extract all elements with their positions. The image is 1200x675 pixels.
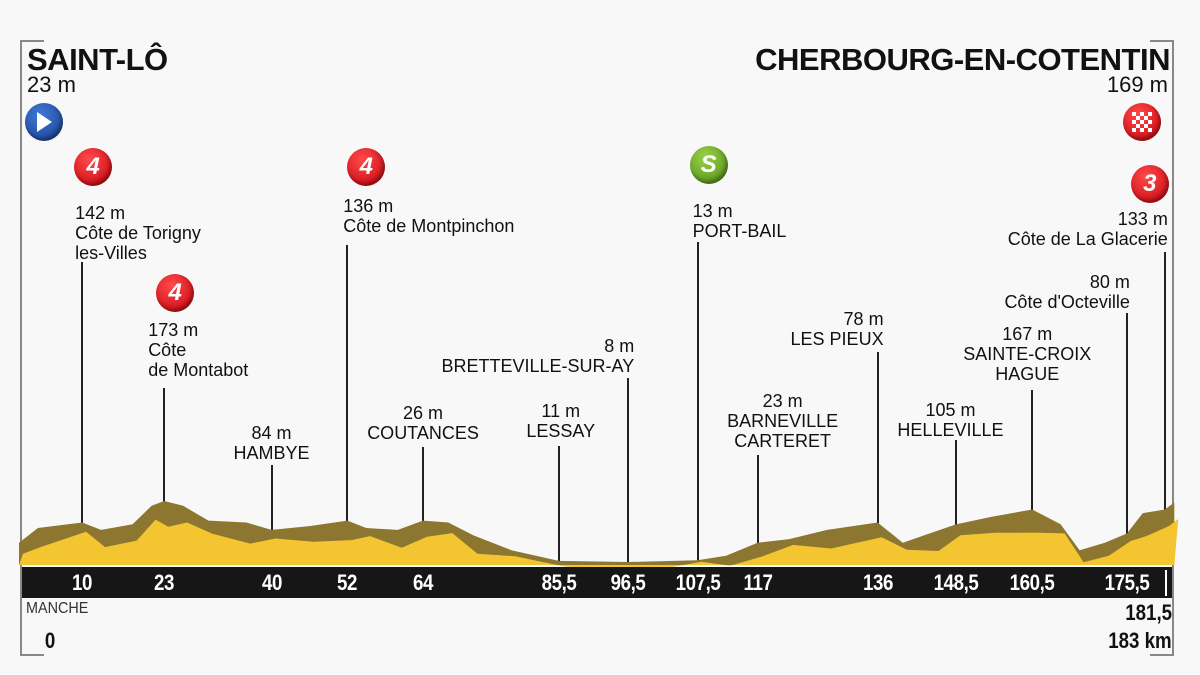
waypoint-name: HAMBYE [233,443,310,463]
waypoint-label: 8 m BRETTEVILLE-SUR-AY [442,336,635,376]
km-tick-label: 175,5 [1104,570,1150,595]
waypoint-label: 133 m Côte de La Glacerie [1008,209,1168,249]
waypoint-altitude: 11 m [541,401,581,421]
waypoint-line [696,242,699,565]
waypoint-label: 142 m Côte de Torigny les-Villes [75,203,201,263]
end-km-marker: 181,5 [1125,600,1172,625]
waypoint-line [876,352,879,565]
climb-category-badge-icon: 4 [156,274,195,312]
km-tick-label: 96,5 [610,570,646,595]
waypoint-label: 84 m HAMBYE [234,423,310,463]
right-frame-line [1150,40,1174,656]
waypoint-line [955,440,958,565]
waypoint-altitude: 173 m [148,320,199,340]
waypoint-label: 105 m HELLEVILLE [897,400,1003,440]
waypoint-label: 136 m Côte de Montpinchon [343,196,514,236]
waypoint-altitude: 78 m [843,309,884,329]
waypoint-label: 173 m Côte de Montabot [148,320,248,380]
waypoint-altitude: 136 m [343,196,394,216]
waypoint-label: 167 m SAINTE-CROIX HAGUE [963,324,1091,384]
waypoint-name: HELLEVILLE [897,420,1004,440]
department-label: MANCHE [26,600,89,617]
waypoint-label: 78 m LES PIEUX [791,309,884,349]
start-km-label: 0 [44,628,56,653]
km-tick-label: 64 [413,570,434,595]
waypoint-altitude: 167 m [1002,324,1053,344]
waypoint-name: HAGUE [995,364,1060,384]
waypoint-name: Côte [148,340,187,360]
waypoint-name: Côte de La Glacerie [1007,229,1168,249]
waypoint-name: Côte d'Octeville [1004,292,1130,312]
waypoint-name: SAINTE-CROIX [963,344,1092,364]
waypoint-altitude: 26 m [403,403,444,423]
climb-category-badge-icon: 4 [347,148,386,186]
km-tick-label: 136 [862,570,893,595]
waypoint-name: les-Villes [75,243,147,263]
waypoint-name: PORT-BAIL [692,221,787,241]
waypoint-name: Côte de Montpinchon [343,216,515,236]
km-tick-label: 10 [72,570,93,595]
waypoint-name: CARTERET [734,431,831,451]
waypoint-name: LES PIEUX [790,329,884,349]
km-tick-label: 148,5 [934,570,979,595]
km-tick-label: 85,5 [541,570,577,595]
start-city: SAINT-LÔ [27,42,168,77]
km-tick-label: 40 [261,570,282,595]
waypoint-altitude: 80 m [1089,272,1130,292]
km-tick-label: 52 [337,570,358,595]
finish-tick [1164,570,1167,596]
total-distance: 183 km [1108,628,1172,653]
waypoint-line [756,455,759,565]
waypoint-line [1031,390,1034,565]
km-tick-label: 160,5 [1009,570,1055,595]
waypoint-label: 80 m Côte d'Octeville [1004,272,1130,312]
waypoint-label: 11 m LESSAY [526,401,595,441]
waypoint-line [163,388,166,565]
waypoint-line [81,262,84,565]
waypoint-line [270,465,273,565]
km-bar [22,567,1172,598]
sprint-badge-icon: S [689,146,728,184]
waypoint-line [422,447,425,565]
climb-category-badge-icon: 4 [74,148,113,186]
profile-fill [19,519,1179,575]
waypoint-name: BARNEVILLE [727,411,839,431]
km-tick-label: 23 [154,570,175,595]
waypoint-name: COUTANCES [367,423,479,443]
finish-checkered-flag-icon [1123,103,1161,141]
left-frame-line [20,40,44,656]
waypoint-line [1125,313,1128,565]
waypoint-altitude: 13 m [692,201,733,221]
finish-altitude: 169 m [1106,72,1168,97]
waypoint-altitude: 23 m [762,391,803,411]
waypoint-line [557,446,560,565]
start-altitude: 23 m [27,72,76,97]
waypoint-altitude: 133 m [1117,209,1168,229]
finish-city: CHERBOURG-EN-COTENTIN [755,42,1170,77]
start-play-icon [25,103,63,141]
waypoint-name: LESSAY [526,421,596,441]
climb-category-badge-icon: 3 [1130,165,1169,203]
km-tick-label: 117 [743,570,773,595]
waypoint-label: 23 m BARNEVILLE CARTERET [727,391,838,451]
waypoint-line [627,378,630,565]
waypoint-altitude: 142 m [75,203,126,223]
km-tick-label: 107,5 [675,570,720,595]
waypoint-line [346,245,349,565]
waypoint-label: 26 m COUTANCES [367,403,479,443]
waypoint-line [1163,252,1166,565]
waypoint-name: BRETTEVILLE-SUR-AY [441,356,635,376]
waypoint-altitude: 105 m [925,400,976,420]
waypoint-altitude: 8 m [604,336,635,356]
waypoint-name: de Montabot [148,360,249,380]
waypoint-label: 13 m PORT-BAIL [693,201,787,241]
waypoint-altitude: 84 m [251,423,292,443]
waypoint-name: Côte de Torigny [75,223,201,243]
